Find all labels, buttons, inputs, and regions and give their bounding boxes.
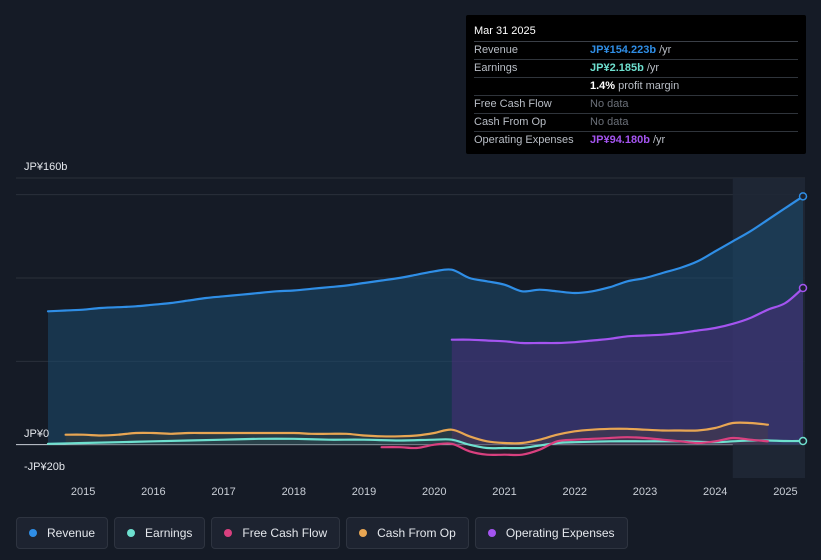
tooltip-label: Operating Expenses (474, 134, 574, 146)
x-axis-tick-label: 2017 (211, 486, 235, 498)
tooltip-value: No data (590, 116, 629, 128)
tooltip-unit: /yr (659, 44, 672, 56)
tooltip-value: JP¥94.180b (590, 134, 650, 146)
operating-expenses-end-marker (798, 283, 808, 293)
tooltip-label: Cash From Op (474, 116, 547, 128)
free-cash-flow-line (380, 436, 769, 457)
tooltip-label (474, 78, 590, 95)
y-axis-label: JP¥160b (24, 161, 67, 173)
x-axis-tick-label: 2019 (352, 486, 376, 498)
legend-dot-icon (487, 529, 496, 537)
tooltip-row: Cash From Op No data (474, 114, 798, 132)
tooltip-value: JP¥2.185b (590, 62, 644, 74)
x-axis-tick-label: 2018 (282, 486, 306, 498)
end-markers (798, 192, 808, 446)
tooltip-unit: /yr (652, 134, 666, 146)
tooltip-row: Earnings JP¥2.185b/yr (474, 60, 798, 78)
tooltip-row: 1.4% profit margin (474, 78, 798, 96)
legend-item-free-cash-flow[interactable]: Free Cash Flow (211, 517, 341, 549)
x-axis-tick-label: 2022 (563, 486, 587, 498)
legend-dot-icon (359, 529, 368, 537)
y-axis-labels: JP¥160b JP¥0 -JP¥20b (24, 161, 67, 473)
cash-from-op-line (64, 421, 769, 445)
legend-label: Earnings (145, 526, 193, 540)
legend-dot-icon (224, 529, 233, 537)
series-areas (48, 196, 803, 456)
tooltip-value: No data (590, 98, 629, 110)
earnings-end-marker (798, 436, 808, 446)
tooltip-row: Revenue JP¥154.223b/yr (474, 42, 798, 60)
legend-dot-icon (29, 529, 37, 537)
x-axis-tick-label: 2025 (773, 486, 797, 498)
revenue-end-marker (798, 192, 808, 201)
operating-expenses-line (450, 286, 805, 345)
revenue-line (46, 195, 805, 313)
legend-label: Revenue (47, 526, 96, 540)
tooltip-row: Free Cash Flow No data (474, 96, 798, 114)
y-axis-label: JP¥0 (24, 428, 49, 440)
earnings-line (46, 437, 805, 450)
legend-item-earnings[interactable]: Earnings (114, 517, 206, 549)
x-axis-tick-label: 2024 (703, 486, 727, 498)
legend-item-revenue[interactable]: Revenue (16, 517, 109, 549)
x-axis-labels: 2015 2016 2017 2018 2019 2020 2021 2022 2023 2024… (71, 486, 798, 498)
tooltip-unit: profit margin (618, 80, 680, 92)
legend-item-cash-from-op[interactable]: Cash From Op (346, 517, 469, 549)
x-axis-tick-label: 2015 (71, 486, 95, 498)
legend-label: Cash From Op (377, 526, 456, 540)
operating-expenses-area (451, 288, 803, 445)
tooltip-label: Revenue (474, 44, 519, 56)
earnings-area (48, 438, 803, 449)
tooltip-value: 1.4% (590, 80, 616, 92)
legend-dot-icon (127, 529, 136, 537)
y-axis-label: -JP¥20b (24, 461, 65, 473)
tooltip-label: Earnings (474, 62, 518, 74)
x-axis-tick-label: 2021 (492, 486, 516, 498)
tooltip-unit: /yr (646, 62, 660, 74)
tooltip-value: JP¥154.223b (590, 44, 657, 56)
legend-label: Free Cash Flow (242, 526, 328, 540)
x-axis-tick-label: 2020 (422, 486, 446, 498)
x-axis-tick-label: 2016 (141, 486, 165, 498)
chart-legend: Revenue Earnings Free Cash Flow Cash From O… (16, 517, 628, 549)
data-tooltip: Mar 31 2025 Revenue JP¥154.223b/yr Earning… (466, 15, 806, 154)
legend-label: Operating Expenses (505, 526, 615, 540)
tooltip-date: Mar 31 2025 (474, 21, 798, 42)
legend-item-operating-expenses[interactable]: Operating Expenses (474, 517, 628, 549)
tooltip-row: Operating Expenses JP¥94.180b/yr (474, 132, 798, 149)
series-lines (46, 195, 805, 457)
tooltip-label: Free Cash Flow (474, 98, 552, 110)
x-axis-tick-label: 2023 (633, 486, 657, 498)
